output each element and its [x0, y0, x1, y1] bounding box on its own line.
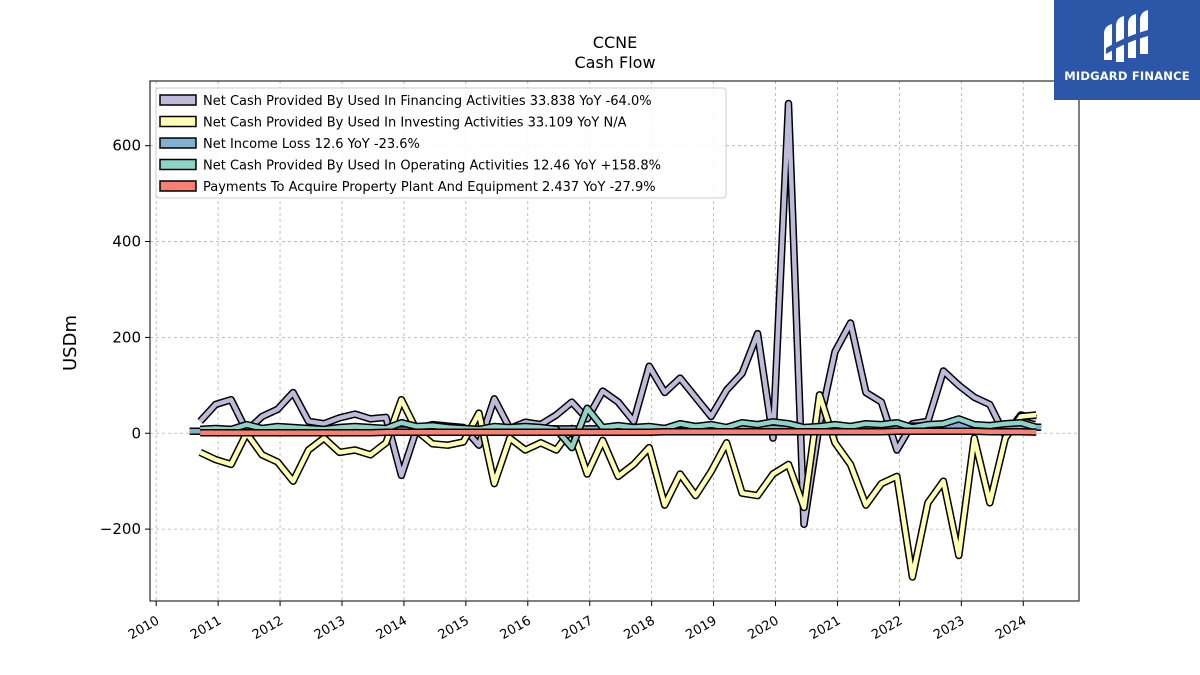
- series-line-1: [198, 101, 1037, 527]
- legend-swatch: [159, 94, 197, 106]
- legend-entry: Payments To Acquire Property Plant And E…: [203, 180, 656, 195]
- x-tick-label: 2013: [312, 613, 348, 643]
- x-tick-label: 2020: [745, 613, 781, 643]
- x-tick-label: 2014: [374, 613, 410, 643]
- x-tick-label: 2015: [436, 613, 472, 643]
- chart-subtitle: Cash Flow: [574, 53, 655, 72]
- x-tick-label: 2016: [498, 613, 534, 643]
- legend-swatch: [159, 115, 197, 128]
- brand-logo: MIDGARD FINANCE: [1054, 0, 1200, 100]
- series-line-5: [200, 429, 1037, 436]
- brand-name: MIDGARD FINANCE: [1064, 69, 1190, 83]
- x-tick-label: 2012: [250, 613, 286, 643]
- y-tick-label: 400: [112, 233, 141, 251]
- y-tick-label: 200: [112, 328, 141, 346]
- series-lines: [189, 99, 1042, 581]
- y-tick-label: −200: [100, 520, 141, 538]
- legend-entry: Net Cash Provided By Used In Financing A…: [203, 94, 652, 109]
- legend-entry: Net Cash Provided By Used In Investing A…: [203, 116, 627, 131]
- stylized-m-logo-icon: [1104, 10, 1148, 62]
- x-tick-label: 2021: [807, 613, 843, 643]
- legend-entry: Net Income Loss 12.6 YoY -23.6%: [203, 137, 420, 152]
- y-tick-label: 0: [131, 424, 141, 442]
- x-tick-label: 2018: [621, 613, 657, 643]
- series-line-2: [199, 392, 1037, 580]
- x-tick-label: 2011: [188, 613, 224, 643]
- x-tick-label: 2022: [869, 613, 905, 643]
- y-axis-label: USDm: [60, 315, 81, 371]
- plot-frame: [149, 80, 1080, 602]
- x-tick-label: 2017: [560, 613, 596, 643]
- legend: Net Cash Provided By Used In Financing A…: [155, 87, 727, 199]
- series-line-4: [200, 406, 1037, 450]
- x-tick-label: 2010: [126, 613, 162, 643]
- legend-swatch: [159, 137, 197, 149]
- legend-swatch: [159, 158, 197, 171]
- legend-swatch: [159, 180, 197, 192]
- legend-entry: Net Cash Provided By Used In Operating A…: [203, 159, 661, 174]
- x-tick-label: 2023: [931, 613, 967, 643]
- x-tick-label: 2019: [683, 613, 719, 643]
- x-tick-label: 2024: [993, 613, 1029, 643]
- axis-ticks: −200 0 200 400 600 2010 2011 2012 2013 2014 2015 20…: [100, 137, 1029, 643]
- chart-title: CCNE: [593, 33, 637, 52]
- legend-box: [155, 87, 727, 199]
- y-tick-label: 600: [112, 137, 141, 155]
